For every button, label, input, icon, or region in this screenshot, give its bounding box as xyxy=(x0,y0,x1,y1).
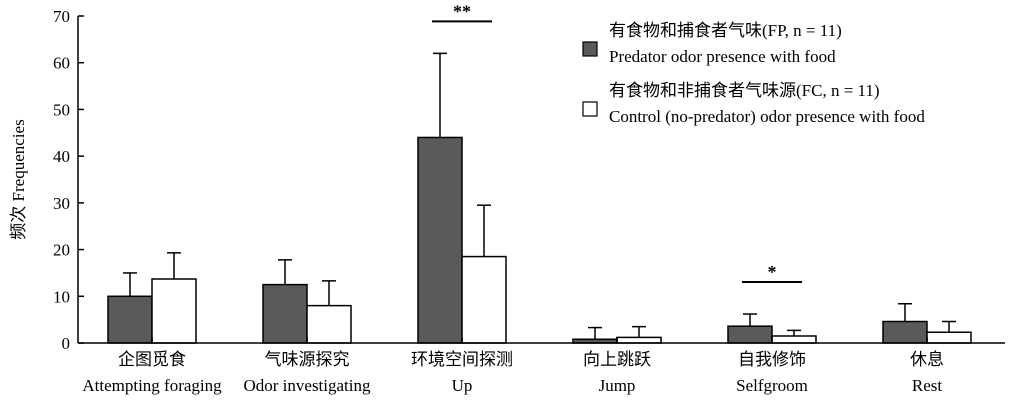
bar-fc xyxy=(306,304,352,344)
x-category-label-en: Up xyxy=(452,376,473,395)
significance-markers: *** xyxy=(432,1,802,284)
x-category-label-zh: 向上跳跃 xyxy=(583,350,651,369)
bar-fc xyxy=(151,278,197,344)
bar-fp xyxy=(262,283,308,344)
y-tick-label: 10 xyxy=(53,287,70,306)
y-tick-label: 0 xyxy=(62,334,71,353)
x-category-label-zh: 自我修饰 xyxy=(738,350,806,369)
bar-fp xyxy=(107,295,153,344)
x-category-label-en: Selfgroom xyxy=(736,376,808,395)
bar-fc xyxy=(926,331,972,344)
y-tick-label: 30 xyxy=(53,194,70,213)
significance-label: ** xyxy=(453,1,471,21)
legend-label-zh: 有食物和捕食者气味(FP, n = 11) xyxy=(609,21,842,40)
legend-label-en: Predator odor presence with food xyxy=(609,47,836,66)
x-category-label-en: Rest xyxy=(912,376,943,395)
y-tick-label: 50 xyxy=(53,100,70,119)
y-tick-label: 70 xyxy=(53,7,70,26)
x-axis: 企图觅食 Attempting foraging 气味源探究 Odor investi… xyxy=(78,337,1005,395)
legend-swatch-fp xyxy=(582,41,598,57)
y-tick-label: 60 xyxy=(53,54,70,73)
bar-fp xyxy=(882,320,928,344)
bar-fc xyxy=(461,255,507,344)
bars-group xyxy=(107,52,972,344)
x-category-label-en: Jump xyxy=(599,376,636,395)
bar-fc xyxy=(771,335,817,344)
y-axis: 0 10 20 30 40 50 60 70 频次 Frequencies xyxy=(9,7,84,353)
y-tick-label: 20 xyxy=(53,241,70,260)
legend-label-en: Control (no-predator) odor presence with… xyxy=(609,107,925,126)
x-category-label-en: Odor investigating xyxy=(243,376,371,395)
x-category-label-zh: 企图觅食 xyxy=(118,350,186,369)
x-category-label-en: Attempting foraging xyxy=(82,376,222,395)
legend: 有食物和捕食者气味(FP, n = 11) Predator odor prese… xyxy=(582,21,925,126)
bar-fp xyxy=(417,136,463,344)
bar-fp xyxy=(727,325,773,344)
x-category-label-zh: 环境空间探测 xyxy=(411,350,513,369)
y-axis-title: 频次 Frequencies xyxy=(9,119,28,239)
x-category-label-zh: 休息 xyxy=(910,350,944,369)
y-tick-label: 40 xyxy=(53,147,70,166)
x-category-label-zh: 气味源探究 xyxy=(265,350,350,369)
bar-fc xyxy=(616,336,662,344)
legend-label-zh: 有食物和非捕食者气味源(FC, n = 11) xyxy=(609,81,880,100)
legend-swatch-fc xyxy=(582,101,598,117)
significance-label: * xyxy=(768,262,777,282)
